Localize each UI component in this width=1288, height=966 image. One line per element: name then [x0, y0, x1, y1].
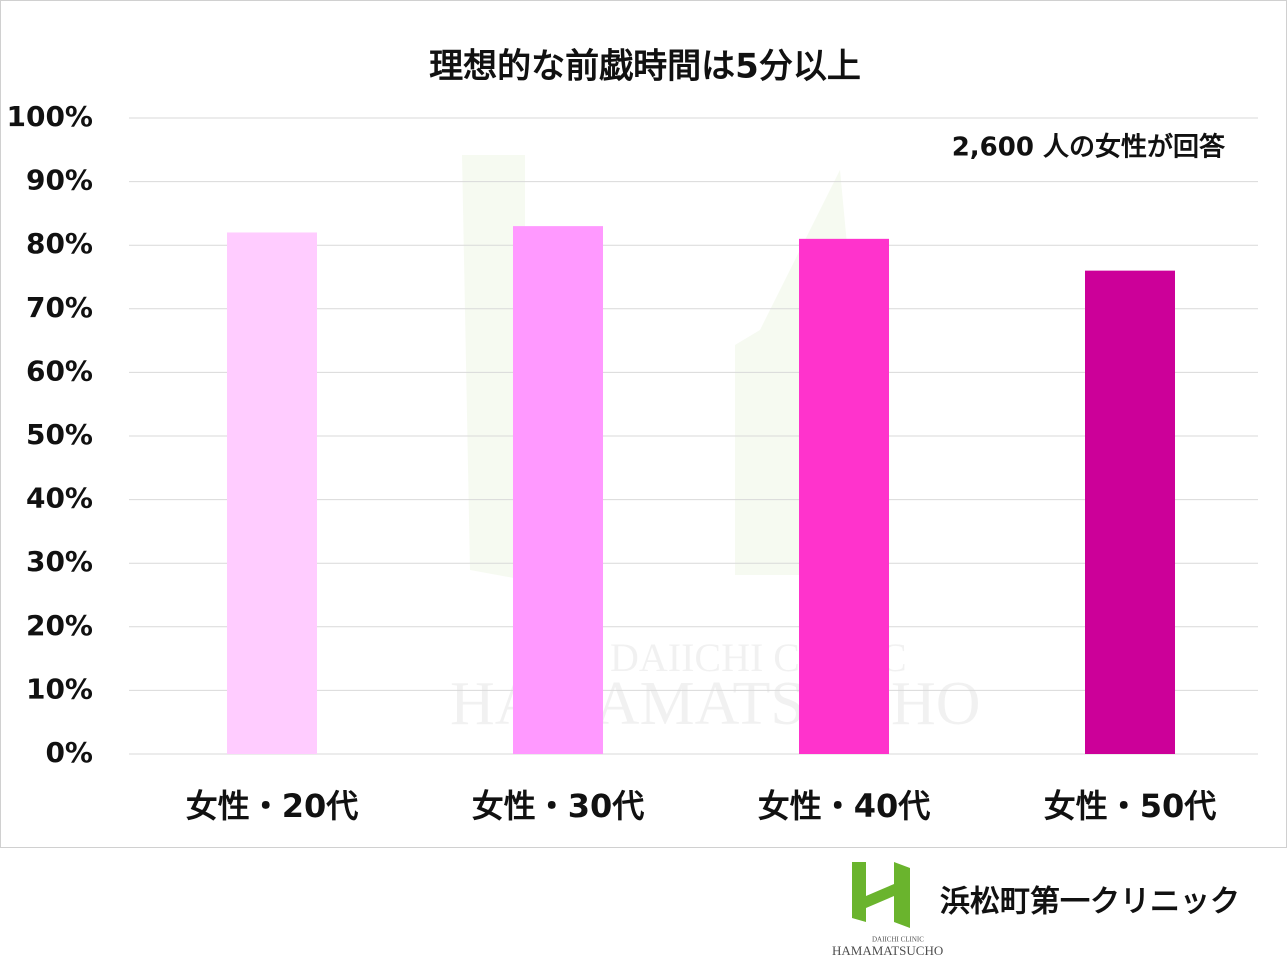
y-tick-label: 10%: [26, 672, 93, 705]
y-tick-label: 100%: [6, 100, 93, 133]
annotation: 2,600 人の女性が回答: [952, 132, 1226, 163]
y-tick-label: 90%: [26, 164, 93, 197]
x-tick-label: 女性・50代: [1044, 787, 1217, 825]
brand-name: 浜松町第一クリニック: [940, 885, 1240, 920]
logo-sub: DAIICHI CLINIC: [872, 936, 924, 944]
watermark-logo: [462, 155, 855, 580]
x-tick-label: 女性・40代: [758, 787, 931, 825]
logo-main: HAMAMATSUCHO: [832, 943, 943, 958]
y-tick-label: 70%: [26, 291, 93, 324]
bar: [227, 232, 317, 755]
bar: [513, 226, 603, 754]
y-tick-label: 30%: [26, 545, 93, 578]
x-tick-label: 女性・30代: [472, 787, 645, 825]
y-tick-label: 80%: [26, 227, 93, 260]
y-tick-label: 20%: [26, 609, 93, 642]
logo: 浜松町第一クリニック DAIICHI CLINIC HAMAMATSUCHO: [832, 862, 1240, 958]
y-tick-label: 0%: [45, 736, 93, 769]
chart-frame: [0, 0, 1287, 848]
bar: [1085, 270, 1175, 754]
y-tick-label: 60%: [26, 354, 93, 387]
y-tick-label: 40%: [26, 482, 93, 515]
chart-title: 理想的な前戯時間は5分以上: [429, 47, 861, 87]
y-tick-label: 50%: [26, 418, 93, 451]
x-tick-label: 女性・20代: [186, 787, 359, 825]
logo-mark: [852, 862, 910, 928]
bar: [799, 238, 889, 755]
